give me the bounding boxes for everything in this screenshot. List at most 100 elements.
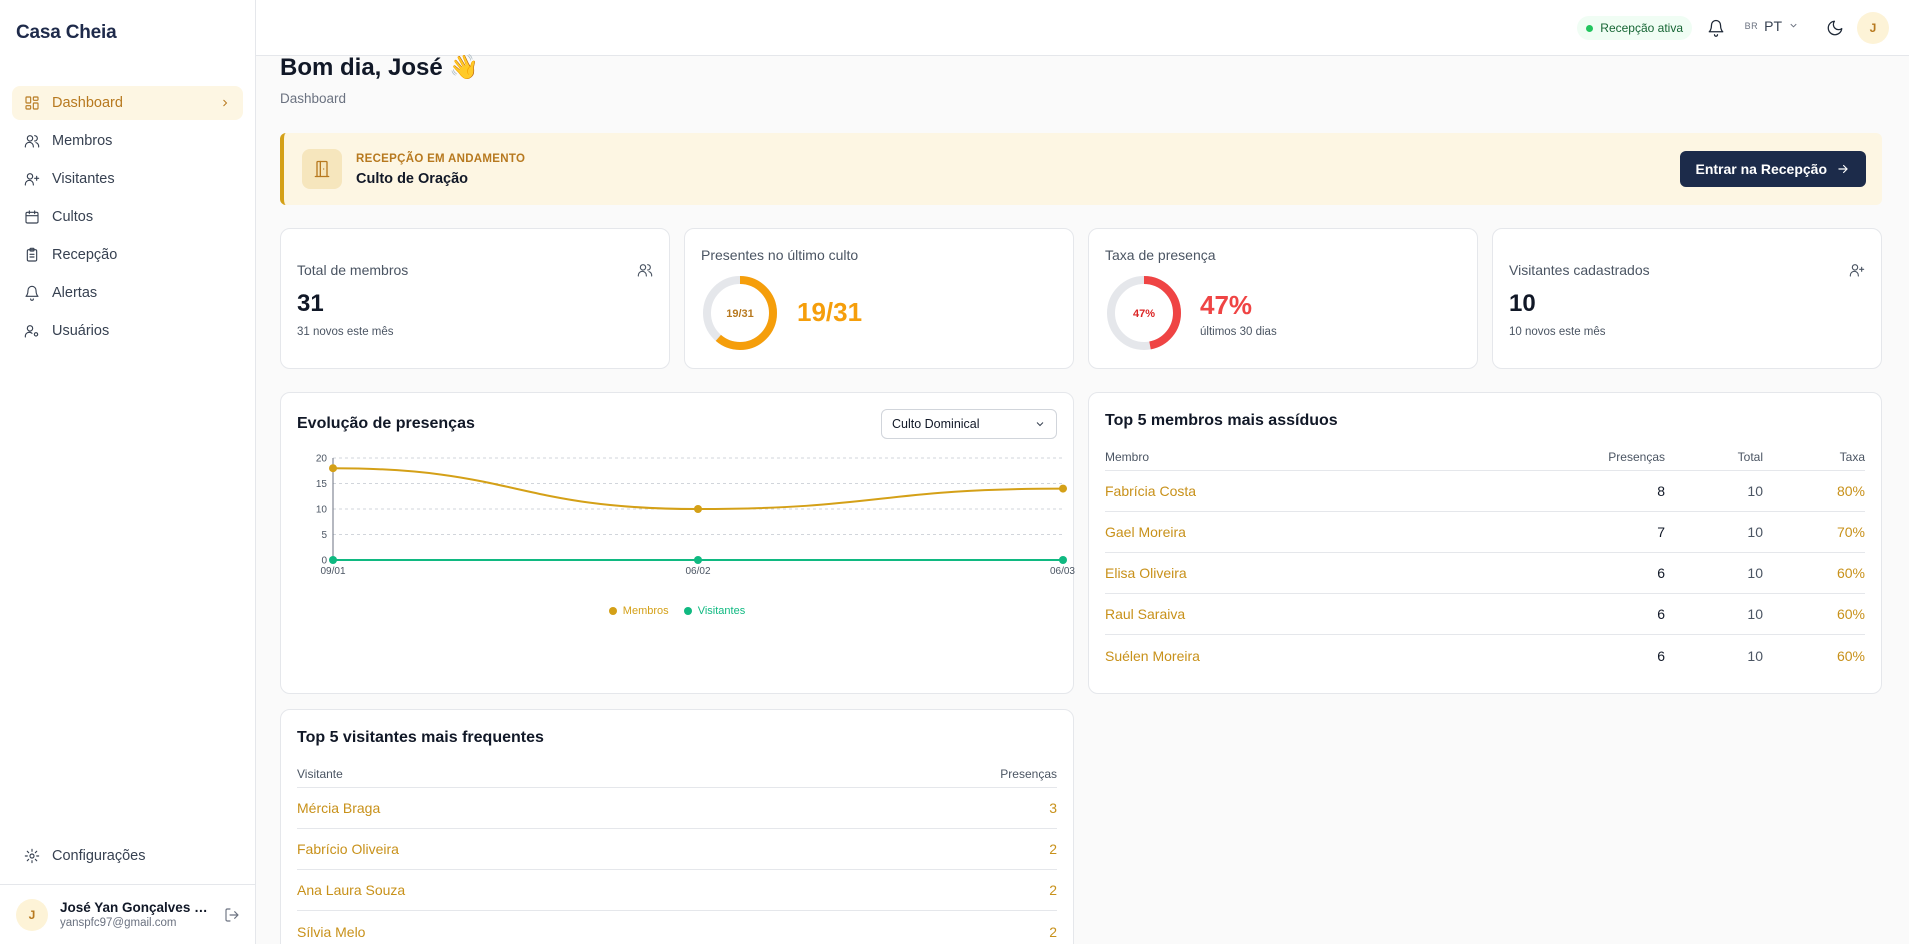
service-select[interactable]: Culto Dominical	[881, 409, 1057, 439]
sidebar-item-cultos[interactable]: Cultos	[12, 200, 243, 234]
enter-reception-button[interactable]: Entrar na Recepção	[1679, 151, 1866, 187]
breadcrumb: Dashboard	[280, 91, 347, 106]
data-point	[329, 556, 337, 564]
table-row[interactable]: Sílvia Melo 2	[297, 911, 1057, 944]
sidebar-item-dashboard[interactable]: Dashboard	[12, 86, 243, 120]
stat-value: 19/31	[797, 297, 863, 327]
user-name: José Yan Gonçalves L...	[60, 900, 210, 915]
legend-item-members[interactable]: Membros	[606, 605, 672, 617]
sidebar-item-visitantes[interactable]: Visitantes	[12, 162, 243, 196]
calendar-icon	[24, 209, 40, 225]
sidebar-item-recepcao[interactable]: Recepção	[12, 238, 243, 272]
sidebar-item-membros[interactable]: Membros	[12, 124, 243, 158]
chart-legend: Membros Visitantes	[281, 605, 1073, 617]
donut-label: 47%	[1133, 308, 1155, 320]
legend-dot	[608, 607, 617, 615]
table-row[interactable]: Suélen Moreira 6 10 60%	[1105, 635, 1865, 676]
table-row[interactable]: Fabrício Oliveira 2	[297, 829, 1057, 870]
user-profile: J José Yan Gonçalves L... yanspfc97@gmai…	[0, 884, 255, 944]
visitor-name[interactable]: Mércia Braga	[297, 800, 381, 816]
sidebar-item-alertas[interactable]: Alertas	[12, 276, 243, 310]
language-label: PT	[1764, 18, 1782, 34]
series-line-membros	[332, 467, 1064, 511]
logout-icon[interactable]	[224, 907, 240, 923]
users-icon	[24, 133, 40, 149]
member-rate: 70%	[1836, 524, 1865, 540]
donut-label: 19/31	[726, 308, 754, 320]
chevron-down-icon	[1036, 422, 1044, 427]
user-info: José Yan Gonçalves L... yanspfc97@gmail.…	[60, 900, 210, 929]
sidebar-item-label: Cultos	[52, 209, 94, 225]
notifications-bell-icon[interactable]	[1707, 19, 1725, 37]
member-total: 10	[1747, 565, 1763, 581]
card-title: Top 5 visitantes mais frequentes	[297, 729, 544, 746]
stat-sub: últimos 30 dias	[1200, 326, 1277, 338]
data-point	[694, 505, 702, 513]
sidebar-item-usuarios[interactable]: Usuários	[12, 314, 243, 348]
visitors-table: Visitante Presenças Mércia Braga 3 Fabríc…	[297, 760, 1057, 944]
table-row[interactable]: Mércia Braga 3	[297, 788, 1057, 829]
card-title: Evolução de presenças	[297, 415, 475, 432]
sidebar-item-configuracoes[interactable]: Configurações	[12, 839, 243, 873]
member-name[interactable]: Gael Moreira	[1105, 524, 1186, 540]
status-text: Recepção ativa	[1600, 21, 1683, 35]
table-row[interactable]: Gael Moreira 7 10 70%	[1105, 512, 1865, 553]
theme-toggle-moon-icon[interactable]	[1826, 19, 1844, 37]
member-total: 10	[1747, 606, 1763, 622]
member-total: 10	[1747, 483, 1763, 499]
members-table: Membro Presenças Total Taxa Fabrícia Cos…	[1105, 443, 1865, 676]
table-row[interactable]: Elisa Oliveira 6 10 60%	[1105, 553, 1865, 594]
data-point	[1059, 484, 1067, 493]
sidebar-item-label: Visitantes	[52, 171, 115, 187]
stat-sub: 10 novos este mês	[1509, 326, 1606, 338]
stat-card-members: Total de membros 31 31 novos este mês	[280, 228, 670, 369]
users-icon	[637, 262, 653, 278]
col-header-rate: Taxa	[1839, 449, 1865, 464]
visitor-name[interactable]: Sílvia Melo	[297, 923, 366, 940]
sidebar-item-label: Alertas	[52, 285, 98, 301]
visitor-name[interactable]: Fabrício Oliveira	[297, 841, 399, 857]
evolution-chart-card: Evolução de presenças Culto Dominical 0 5…	[280, 392, 1075, 694]
visitor-name[interactable]: Ana Laura Souza	[297, 882, 406, 898]
stat-value: 31	[297, 290, 324, 317]
status-badge: Recepção ativa	[1577, 16, 1692, 40]
visitor-presences: 2	[1049, 882, 1057, 898]
table-row[interactable]: Raul Saraiva 6 10 60%	[1105, 594, 1865, 635]
y-tick-label: 5	[321, 530, 327, 541]
x-tick-label: 06/03	[1050, 566, 1075, 577]
avatar[interactable]: J	[1857, 12, 1889, 44]
y-tick-label: 15	[316, 479, 328, 490]
user-cog-icon	[24, 323, 40, 339]
member-name[interactable]: Fabrícia Costa	[1105, 483, 1197, 499]
col-header-presences: Presenças	[1000, 766, 1057, 781]
donut-arc	[1107, 276, 1181, 350]
legend-item-visitors[interactable]: Visitantes	[681, 605, 749, 617]
enter-reception-label: Entrar na Recepção	[1695, 161, 1828, 177]
top-members-card: Top 5 membros mais assíduos Membro Prese…	[1088, 392, 1882, 694]
stat-label: Total de membros	[297, 262, 409, 278]
visitor-presences: 3	[1049, 800, 1057, 816]
stat-label: Visitantes cadastrados	[1509, 262, 1650, 278]
avatar[interactable]: J	[16, 898, 48, 931]
stat-card-present: Presentes no último culto 19/31 19/31	[684, 228, 1074, 369]
table-row[interactable]: Fabrícia Costa 8 10 80%	[1105, 471, 1865, 512]
bell-icon	[24, 285, 40, 301]
table-header: Visitante Presenças	[297, 760, 1057, 788]
legend-dot	[683, 607, 692, 615]
member-presences: 6	[1657, 606, 1665, 622]
table-row[interactable]: Ana Laura Souza 2	[297, 870, 1057, 911]
y-tick-label: 20	[316, 454, 328, 465]
data-point	[329, 464, 337, 473]
member-presences: 8	[1657, 483, 1665, 499]
user-plus-icon	[24, 171, 40, 187]
member-name[interactable]: Raul Saraiva	[1105, 606, 1186, 622]
select-value: Culto Dominical	[892, 417, 980, 431]
legend-label: Membros	[622, 605, 669, 617]
member-rate: 60%	[1836, 647, 1865, 664]
chevron-down-icon	[1782, 18, 1799, 34]
member-name[interactable]: Suélen Moreira	[1105, 647, 1200, 664]
brand-logo[interactable]: Casa Cheia	[16, 22, 117, 43]
member-name[interactable]: Elisa Oliveira	[1105, 565, 1187, 581]
sidebar-item-label: Recepção	[52, 247, 118, 263]
language-selector[interactable]: BR PT	[1745, 18, 1799, 34]
